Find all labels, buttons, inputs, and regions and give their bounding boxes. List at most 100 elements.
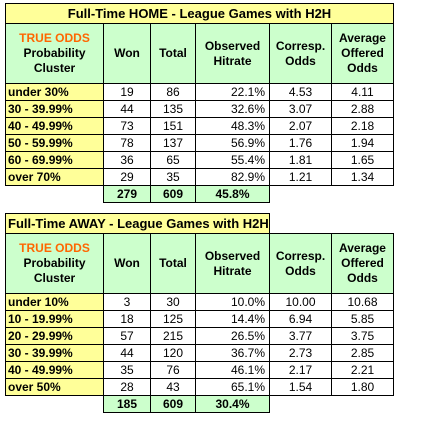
hitrate-cell: 14.4% — [195, 310, 270, 328]
corresp-odds-cell: 1.76 — [269, 134, 332, 152]
cluster-cell: over 50% — [5, 378, 104, 396]
total-cell: 135 — [150, 100, 196, 118]
won-cell: 18 — [103, 310, 151, 328]
corresp-odds-cell: 4.53 — [269, 83, 332, 101]
table-row: 50 - 59.99% 78 137 56.9% 1.76 1.94 — [5, 134, 394, 152]
total-won-cell: 279 — [103, 185, 151, 203]
cluster-label: Cluster — [33, 271, 76, 285]
header-won: Won — [103, 233, 151, 294]
hitrate-cell: 22.1% — [195, 83, 270, 101]
table-row: 40 - 49.99% 73 151 48.3% 2.07 2.18 — [5, 117, 394, 135]
offered-label: Offered — [341, 256, 384, 270]
total-cell: 215 — [150, 327, 196, 345]
totals-row: 185 609 30.4% — [6, 395, 394, 413]
corresp-odds-cell: 2.07 — [269, 117, 332, 135]
table-row: 20 - 29.99% 57 215 26.5% 3.77 3.75 — [5, 327, 394, 345]
won-cell: 28 — [103, 378, 151, 396]
totals-row: 279 609 45.8% — [6, 185, 394, 203]
offered-odds-cell: 3.75 — [331, 327, 394, 345]
total-cell: 120 — [150, 344, 196, 362]
cluster-cell: over 70% — [5, 168, 104, 186]
table-row: 30 - 39.99% 44 120 36.7% 2.73 2.85 — [5, 344, 394, 362]
corresp-odds-cell: 6.94 — [269, 310, 332, 328]
offered-odds-cell: 10.68 — [331, 293, 394, 311]
totals-spacer — [6, 396, 104, 413]
total-cell: 137 — [150, 134, 196, 152]
observed-label: Observed — [204, 38, 261, 53]
cluster-cell: 10 - 19.99% — [5, 310, 104, 328]
won-cell: 36 — [103, 151, 151, 169]
header-corresp-odds: Corresp. Odds — [269, 23, 332, 84]
average-label: Average — [339, 31, 386, 45]
header-won: Won — [103, 23, 151, 84]
table-row: over 70% 29 35 82.9% 1.21 1.34 — [5, 168, 394, 186]
corresp-odds-cell: 1.54 — [269, 378, 332, 396]
cluster-cell: 40 - 49.99% — [5, 117, 104, 135]
won-cell: 19 — [103, 83, 151, 101]
hitrate-cell: 26.5% — [195, 327, 270, 345]
hitrate-cell: 46.1% — [195, 361, 270, 379]
corresp-odds-cell: 3.77 — [269, 327, 332, 345]
title-spacer — [270, 214, 332, 234]
totals-spacer — [270, 186, 332, 203]
true-odds-label: TRUE ODDS — [19, 241, 90, 255]
hitrate-cell: 36.7% — [195, 344, 270, 362]
hitrate-cell: 10.0% — [195, 293, 270, 311]
home-stats-table: Full-Time HOME - League Games with H2H T… — [5, 3, 394, 203]
table-row: 40 - 49.99% 35 76 46.1% 2.17 2.21 — [5, 361, 394, 379]
corresp-odds-cell: 2.73 — [269, 344, 332, 362]
offered-odds-cell: 2.88 — [331, 100, 394, 118]
cluster-cell: 20 - 29.99% — [5, 327, 104, 345]
won-cell: 3 — [103, 293, 151, 311]
cluster-cell: 50 - 59.99% — [5, 134, 104, 152]
total-cell: 76 — [150, 361, 196, 379]
won-cell: 73 — [103, 117, 151, 135]
offered-odds-cell: 2.21 — [331, 361, 394, 379]
average-label: Average — [339, 241, 386, 255]
odds-label: Odds — [347, 271, 378, 285]
offered-odds-cell: 2.85 — [331, 344, 394, 362]
cluster-cell: 60 - 69.99% — [5, 151, 104, 169]
hitrate-cell: 65.1% — [195, 378, 270, 396]
total-cell: 43 — [150, 378, 196, 396]
cluster-cell: 30 - 39.99% — [5, 344, 104, 362]
offered-odds-cell: 1.94 — [331, 134, 394, 152]
hitrate-cell: 55.4% — [195, 151, 270, 169]
total-cell: 65 — [150, 151, 196, 169]
total-cell: 125 — [150, 310, 196, 328]
hitrate-cell: 82.9% — [195, 168, 270, 186]
offered-odds-cell: 4.11 — [331, 83, 394, 101]
table-row: under 10% 3 30 10.0% 10.00 10.68 — [5, 293, 394, 311]
totals-spacer — [332, 396, 394, 413]
corresp-odds-cell: 10.00 — [269, 293, 332, 311]
totals-spacer — [332, 186, 394, 203]
cluster-cell: under 10% — [5, 293, 104, 311]
offered-odds-cell: 1.34 — [331, 168, 394, 186]
total-hitrate-cell: 45.8% — [195, 185, 270, 203]
won-cell: 57 — [103, 327, 151, 345]
corresp-label: Corresp. — [275, 38, 326, 53]
total-won-cell: 185 — [103, 395, 151, 413]
offered-odds-cell: 2.18 — [331, 117, 394, 135]
total-hitrate-cell: 30.4% — [195, 395, 270, 413]
hitrate-label: Hitrate — [213, 263, 252, 278]
cluster-cell: 30 - 39.99% — [5, 100, 104, 118]
header-corresp-odds: Corresp. Odds — [269, 233, 332, 294]
title-spacer — [332, 214, 394, 234]
odds-label: Odds — [285, 53, 316, 68]
corresp-odds-cell: 3.07 — [269, 100, 332, 118]
corresp-odds-cell: 2.17 — [269, 361, 332, 379]
observed-label: Observed — [204, 248, 261, 263]
table-row: 30 - 39.99% 44 135 32.6% 3.07 2.88 — [5, 100, 394, 118]
away-stats-table: Full-Time AWAY - League Games with H2H T… — [5, 213, 394, 413]
cluster-cell: 40 - 49.99% — [5, 361, 104, 379]
totals-spacer — [6, 186, 104, 203]
won-cell: 44 — [103, 100, 151, 118]
offered-odds-cell: 1.80 — [331, 378, 394, 396]
table-row: 60 - 69.99% 36 65 55.4% 1.81 1.65 — [5, 151, 394, 169]
probability-label: Probability — [23, 46, 86, 60]
hitrate-label: Hitrate — [213, 53, 252, 68]
hitrate-cell: 56.9% — [195, 134, 270, 152]
total-cell: 35 — [150, 168, 196, 186]
corresp-odds-cell: 1.81 — [269, 151, 332, 169]
